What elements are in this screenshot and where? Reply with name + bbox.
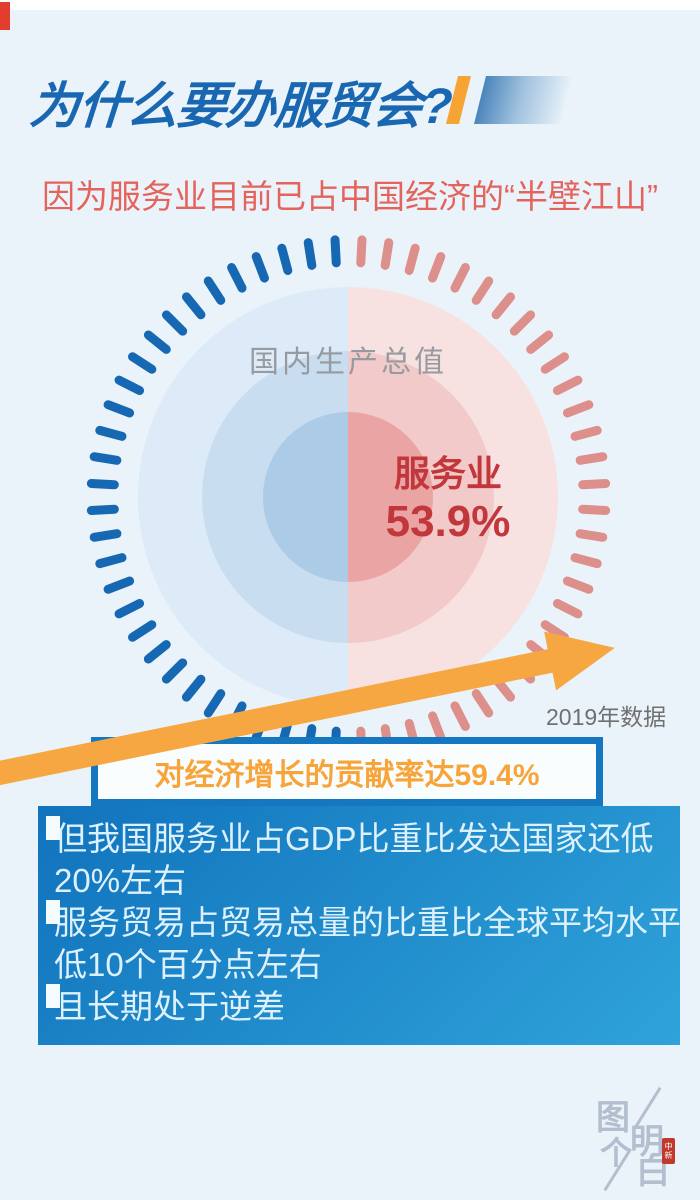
logo-char: 图 <box>596 1099 630 1137</box>
gauge-tick <box>355 235 367 268</box>
bullet-square-icon <box>46 816 60 840</box>
title-slash-blue-icon <box>474 76 574 124</box>
fact-text: 服务贸易占贸易总量的比重比全球平均水平 <box>54 904 681 941</box>
tugemingbai-logo: 图 个 明 白 中新 <box>590 1082 690 1192</box>
gauge-tick <box>329 235 341 268</box>
gauge-tick <box>86 504 119 516</box>
fact-text: 但我国服务业占GDP比重比发达国家还低 <box>54 820 654 857</box>
data-year-note: 2019年数据 <box>546 704 667 730</box>
fact-line: 但我国服务业占GDP比重比发达国家还低 <box>46 812 674 860</box>
service-slice-value: 53.9% <box>385 497 511 546</box>
fact-line: 低10个百分点左右 <box>54 938 674 986</box>
zhongxin-seal: 中新 <box>662 1138 675 1164</box>
fact-text: 且长期处于逆差 <box>54 988 285 1025</box>
service-slice-label: 服务业 <box>393 453 502 494</box>
corner-red-mark <box>0 2 10 30</box>
gauge-tick <box>86 478 119 490</box>
trend-arrow-head <box>544 618 621 691</box>
page-subtitle: 因为服务业目前已占中国经济的“半壁江山” <box>42 178 658 215</box>
contribution-banner-text: 对经济增长的贡献率达59.4% <box>154 758 540 792</box>
gauge-center-label: 国内生产总值 <box>249 346 447 379</box>
fact-line: 且长期处于逆差 <box>46 980 674 1028</box>
fact-line: 服务贸易占贸易总量的比重比全球平均水平 <box>46 896 681 944</box>
page-title: 为什么要办服贸会? <box>27 78 454 134</box>
fact-text: 20%左右 <box>54 862 187 899</box>
fact-text: 低10个百分点左右 <box>54 946 322 983</box>
bullet-square-icon <box>46 984 60 1008</box>
gauge-tick <box>577 478 610 490</box>
gauge-tick <box>577 504 610 516</box>
logo-char: 明 <box>630 1123 664 1161</box>
facts-box: 但我国服务业占GDP比重比发达国家还低 20%左右 服务贸易占贸易总量的比重比全… <box>38 806 681 1045</box>
fact-line: 20%左右 <box>54 854 674 902</box>
bullet-square-icon <box>46 900 60 924</box>
gauge-inner-disc <box>263 412 433 582</box>
